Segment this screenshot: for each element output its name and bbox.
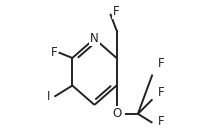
Text: I: I (47, 90, 51, 103)
Text: F: F (158, 86, 165, 99)
Text: F: F (158, 57, 165, 70)
Text: F: F (50, 46, 57, 59)
Text: F: F (158, 115, 165, 128)
Text: F: F (113, 5, 120, 18)
Text: O: O (112, 107, 121, 120)
Text: N: N (90, 32, 99, 45)
